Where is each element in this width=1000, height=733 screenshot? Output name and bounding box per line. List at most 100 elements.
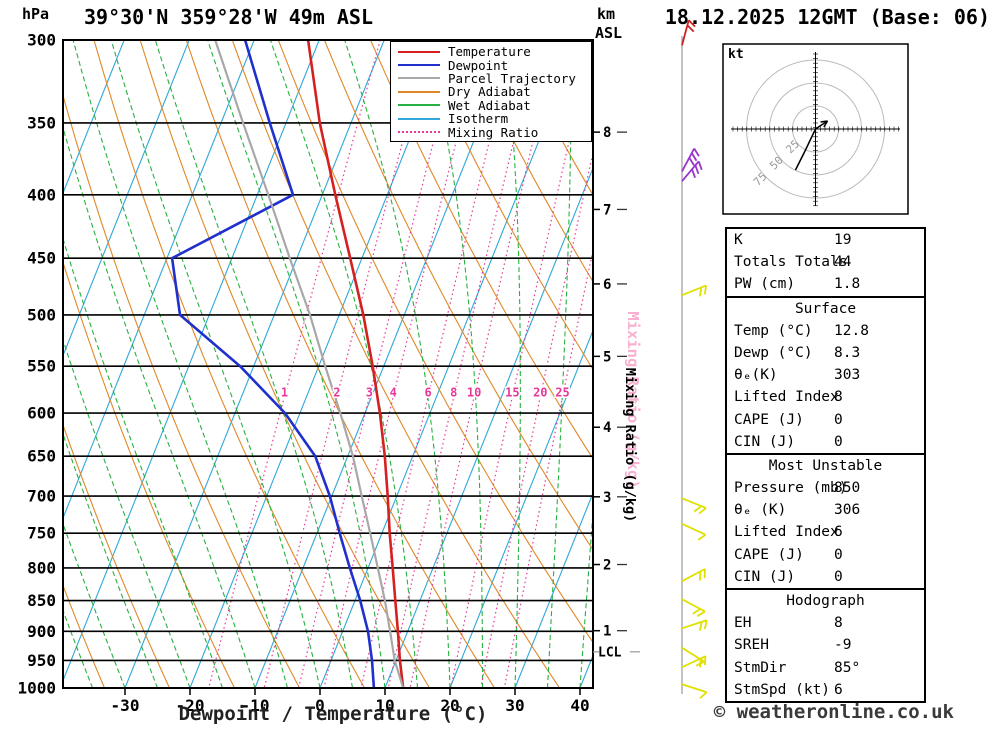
pressure-tick-label: 650 bbox=[27, 447, 56, 466]
hodograph-trace bbox=[794, 120, 828, 171]
mixing-ratio-label: 4 bbox=[390, 386, 397, 400]
legend-swatch-parcel-trajectory bbox=[398, 77, 440, 80]
mixing-ratio-label: 2 bbox=[333, 386, 340, 400]
wind-barb bbox=[681, 522, 707, 541]
table-row-label: CAPE (J) bbox=[734, 411, 804, 428]
table-row-totals-totals: Totals Totals 44 bbox=[727, 251, 924, 273]
table-section-header: Surface bbox=[794, 300, 857, 317]
plot-grid-and-profiles bbox=[63, 40, 593, 688]
pressure-tick-label: 600 bbox=[27, 404, 56, 423]
table-row-value: 0 bbox=[834, 411, 843, 428]
series-dewpoint bbox=[170, 40, 376, 688]
mixing-ratio-label: 15 bbox=[505, 386, 519, 400]
legend-swatch-dewpoint bbox=[398, 64, 440, 67]
table-row-label: CIN (J) bbox=[734, 568, 796, 585]
table-row-lifted-index: Lifted Index 8 bbox=[727, 386, 924, 408]
table-row-label: Dewp (°C) bbox=[734, 344, 813, 361]
table-row-value: 306 bbox=[834, 502, 861, 519]
pressure-tick-label: 550 bbox=[27, 357, 56, 376]
temp-tick-label: 40 bbox=[570, 696, 589, 715]
series-temperature bbox=[306, 40, 405, 688]
mixing-ratio-label: 6 bbox=[424, 386, 431, 400]
table-row-value: 6 bbox=[834, 524, 843, 541]
asl-axis-unit: ASL bbox=[595, 24, 623, 42]
mixing-ratio-label: 25 bbox=[555, 386, 569, 400]
mixing-ratio-axis-label: Mixing Ratio (g/kg) bbox=[622, 368, 638, 522]
table-row-value: 0 bbox=[834, 433, 843, 450]
pressure-tick-label: 450 bbox=[27, 249, 56, 268]
table-row-label: θₑ (K) bbox=[734, 502, 787, 519]
wind-barb bbox=[681, 284, 707, 297]
table-row-value: -9 bbox=[834, 637, 852, 654]
table-row-label: EH bbox=[734, 615, 752, 632]
hodograph bbox=[722, 43, 909, 215]
km-tick-label: 6 bbox=[603, 277, 611, 293]
pressure-tick-label: 750 bbox=[27, 524, 56, 543]
km-tick-label: 7 bbox=[603, 202, 611, 218]
table-row-value: 850 bbox=[834, 480, 861, 497]
table-row-stmspd-kt-: StmSpd (kt) 6 bbox=[727, 679, 924, 701]
temp-tick-label: 20 bbox=[440, 696, 459, 715]
km-tick-label: 1 bbox=[603, 624, 611, 640]
table-row-value: 8 bbox=[834, 389, 843, 406]
legend-item-wet-adiabat: Wet Adiabat bbox=[398, 99, 591, 112]
table-row-label: PW (cm) bbox=[734, 276, 796, 293]
table-row-pw-cm-: PW (cm) 1.8 bbox=[727, 273, 924, 295]
wind-barb bbox=[681, 568, 706, 582]
legend-label: Wet Adiabat bbox=[448, 97, 531, 113]
table-row-label: K bbox=[734, 232, 743, 248]
run-datetime: 18.12.2025 12GMT (Base: 06) bbox=[664, 5, 990, 29]
station-title: 39°30'N 359°28'W 49m ASL bbox=[84, 5, 373, 29]
temp-tick-label: -10 bbox=[241, 696, 270, 715]
mixing-ratio-label: 1 bbox=[281, 386, 288, 400]
table-row-value: 12.8 bbox=[834, 322, 869, 339]
table-row-cape-j-: CAPE (J) 0 bbox=[727, 544, 924, 566]
table-section-surface: Surface Temp (°C) 12.8 Dewp (°C) 8.3 θₑ(K) 303… bbox=[725, 295, 926, 455]
wind-barb bbox=[681, 655, 707, 668]
legend-label: Temperature bbox=[448, 44, 531, 60]
table-row-label: θₑ(K) bbox=[734, 367, 778, 384]
table-row-value: 8.3 bbox=[834, 344, 861, 361]
legend-item-parcel-trajectory: Parcel Trajectory bbox=[398, 72, 591, 85]
temp-tick-label: 10 bbox=[375, 696, 394, 715]
table-row-stmdir: StmDir 85° bbox=[727, 657, 924, 679]
table-row-label: StmSpd (kt) bbox=[734, 681, 831, 698]
pressure-unit-label: hPa bbox=[22, 5, 50, 23]
table-row-temp-c-: Temp (°C) 12.8 bbox=[727, 320, 924, 342]
legend-swatch-temperature bbox=[398, 50, 440, 53]
km-tick-label: 2 bbox=[603, 558, 611, 574]
legend-label: Isotherm bbox=[448, 111, 509, 127]
legend-item-isotherm: Isotherm bbox=[398, 112, 591, 125]
table-section-hodograph: Hodograph EH 8 SREH -9 StmDir 85° StmSpd (kt) 6 bbox=[725, 588, 926, 703]
temp-tick-label: 0 bbox=[315, 696, 325, 715]
table-row-k: K 19 bbox=[727, 229, 924, 251]
wind-barb bbox=[681, 683, 708, 699]
mixing-ratio-axis-label-pink: Mixing Ratio (g/kg) bbox=[624, 311, 642, 488]
pressure-tick-label: 800 bbox=[27, 558, 56, 577]
table-row--k-: θₑ(K) 303 bbox=[727, 364, 924, 386]
table-row-value: 1.8 bbox=[834, 276, 861, 293]
legend-swatch-wet-adiabat bbox=[398, 104, 440, 107]
legend-swatch-dry-adiabat bbox=[398, 90, 440, 93]
legend-swatch-mixing-ratio bbox=[398, 131, 440, 134]
km-axis-unit: km bbox=[597, 5, 616, 23]
km-tick-label: 3 bbox=[603, 490, 611, 506]
table-row-cin-j-: CIN (J) 0 bbox=[727, 431, 924, 453]
mixing-ratio-label: 20 bbox=[533, 386, 547, 400]
table-section-header: Most Unstable bbox=[768, 457, 883, 474]
temp-tick-label: -30 bbox=[111, 696, 140, 715]
table-row-sreh: SREH -9 bbox=[727, 634, 924, 656]
table-row-label: Lifted Index bbox=[734, 389, 839, 406]
pressure-tick-label: 300 bbox=[27, 31, 56, 50]
legend-label: Dewpoint bbox=[448, 57, 509, 73]
series-parcel-trajectory bbox=[214, 40, 405, 688]
stats-table: K 19 Totals Totals 44 PW (cm) 1.8 Surface Temp … bbox=[725, 227, 926, 703]
table-row-value: 6 bbox=[834, 681, 843, 698]
wind-barb bbox=[681, 19, 696, 46]
legend-item-dewpoint: Dewpoint bbox=[398, 57, 591, 73]
pressure-tick-label: 850 bbox=[27, 591, 56, 610]
legend-item-dry-adiabat: Dry Adiabat bbox=[398, 85, 591, 98]
km-tick-label: 8 bbox=[603, 125, 611, 141]
table-row-cape-j-: CAPE (J) 0 bbox=[727, 409, 924, 431]
